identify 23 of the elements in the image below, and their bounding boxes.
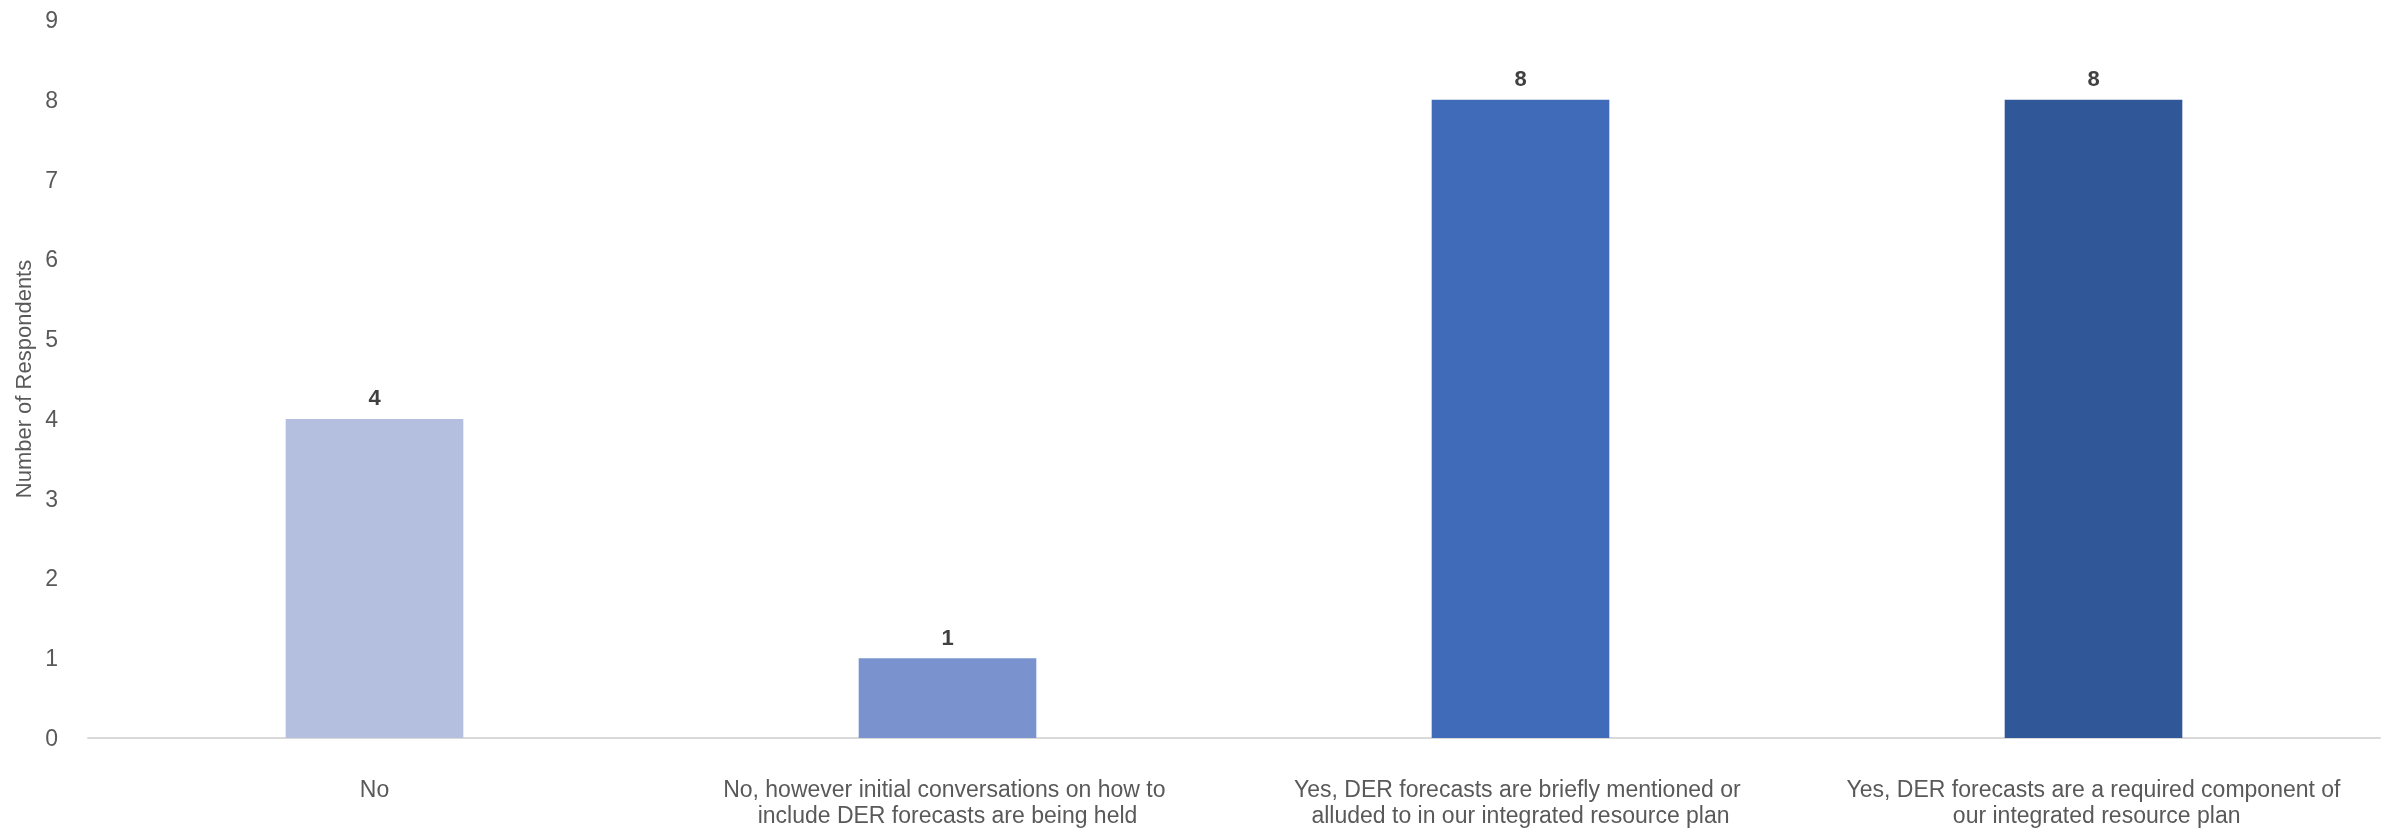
y-tick-label: 7 [45,166,58,193]
x-tick-label: Yes, DER forecasts are briefly mentioned or alluded to in our integrated resource plan [1294,776,1747,828]
bar [858,658,1037,738]
y-tick-label: 9 [45,7,58,33]
y-tick-label: 6 [45,246,58,273]
y-tick-label: 0 [45,725,58,751]
y-tick-label: 4 [45,405,59,432]
y-tick-label: 3 [45,485,58,512]
bar [1431,99,1610,738]
y-tick-label: 1 [45,645,58,672]
x-tick-label: No, however initial conversations on how to include DER forecasts are being held [723,776,1172,828]
x-tick-label: No [359,776,390,802]
y-tick-label: 5 [45,326,58,353]
bar [2004,99,2183,738]
bar [285,418,464,738]
data-label: 8 [2087,66,2100,92]
y-tick-label: 8 [45,86,58,113]
data-label: 8 [1514,66,1527,92]
y-tick-label: 2 [45,565,58,592]
x-tick-label: Yes, DER forecasts are a required component of our integrated resource plan [1846,776,2342,828]
data-label: 4 [368,385,382,411]
data-label: 1 [941,624,954,650]
y-axis-title: Number of Respondents [10,259,36,499]
